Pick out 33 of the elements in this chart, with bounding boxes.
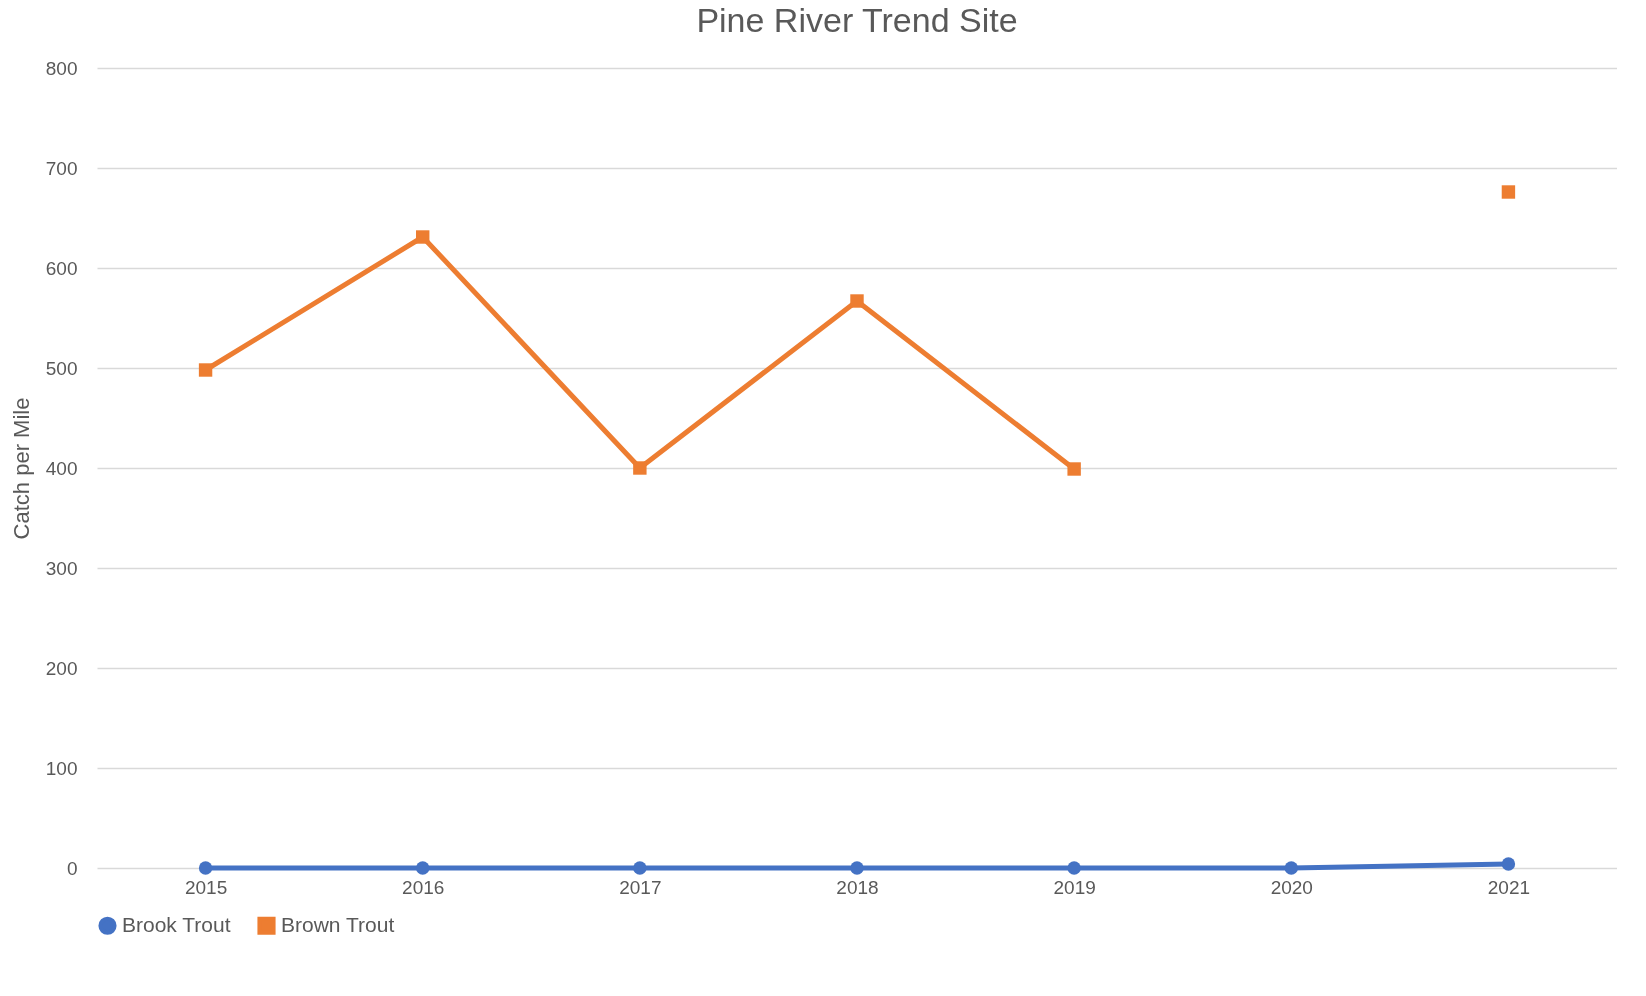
y-tick-label: 600 [45, 257, 78, 279]
x-tick-label: 2021 [1487, 876, 1531, 898]
x-tick-label: 2015 [184, 876, 228, 898]
y-tick-label: 300 [45, 557, 78, 579]
y-tick-label: 400 [45, 457, 78, 479]
x-tick-label: 2016 [402, 876, 445, 898]
legend-label: Brook Trout [122, 912, 231, 936]
legend-label: Brown Trout [281, 912, 395, 936]
y-tick-label: 700 [45, 157, 78, 179]
x-tick-label: 2018 [836, 876, 879, 898]
point [1284, 861, 1298, 875]
point [416, 861, 430, 875]
point [850, 861, 864, 875]
point [1067, 462, 1081, 476]
point [416, 230, 430, 244]
x-tick-label: 2019 [1053, 876, 1096, 898]
point [1501, 185, 1516, 199]
point [850, 294, 864, 308]
x-tick-label: 2017 [619, 876, 662, 898]
y-axis-title: Catch per Mile [8, 397, 34, 540]
y-tick-label: 200 [45, 657, 78, 679]
point [1067, 861, 1081, 875]
point [633, 461, 647, 475]
x-tick-label: 2020 [1270, 876, 1313, 898]
point [198, 363, 213, 377]
y-tick-label: 0 [66, 857, 78, 879]
y-tick-label: 100 [45, 757, 78, 779]
y-tick-label: 500 [45, 357, 78, 379]
point [633, 861, 647, 875]
y-tick-label: 800 [45, 57, 78, 79]
point [1501, 857, 1516, 871]
chart-title: Pine River Trend Site [696, 1, 1018, 39]
point [198, 861, 213, 875]
